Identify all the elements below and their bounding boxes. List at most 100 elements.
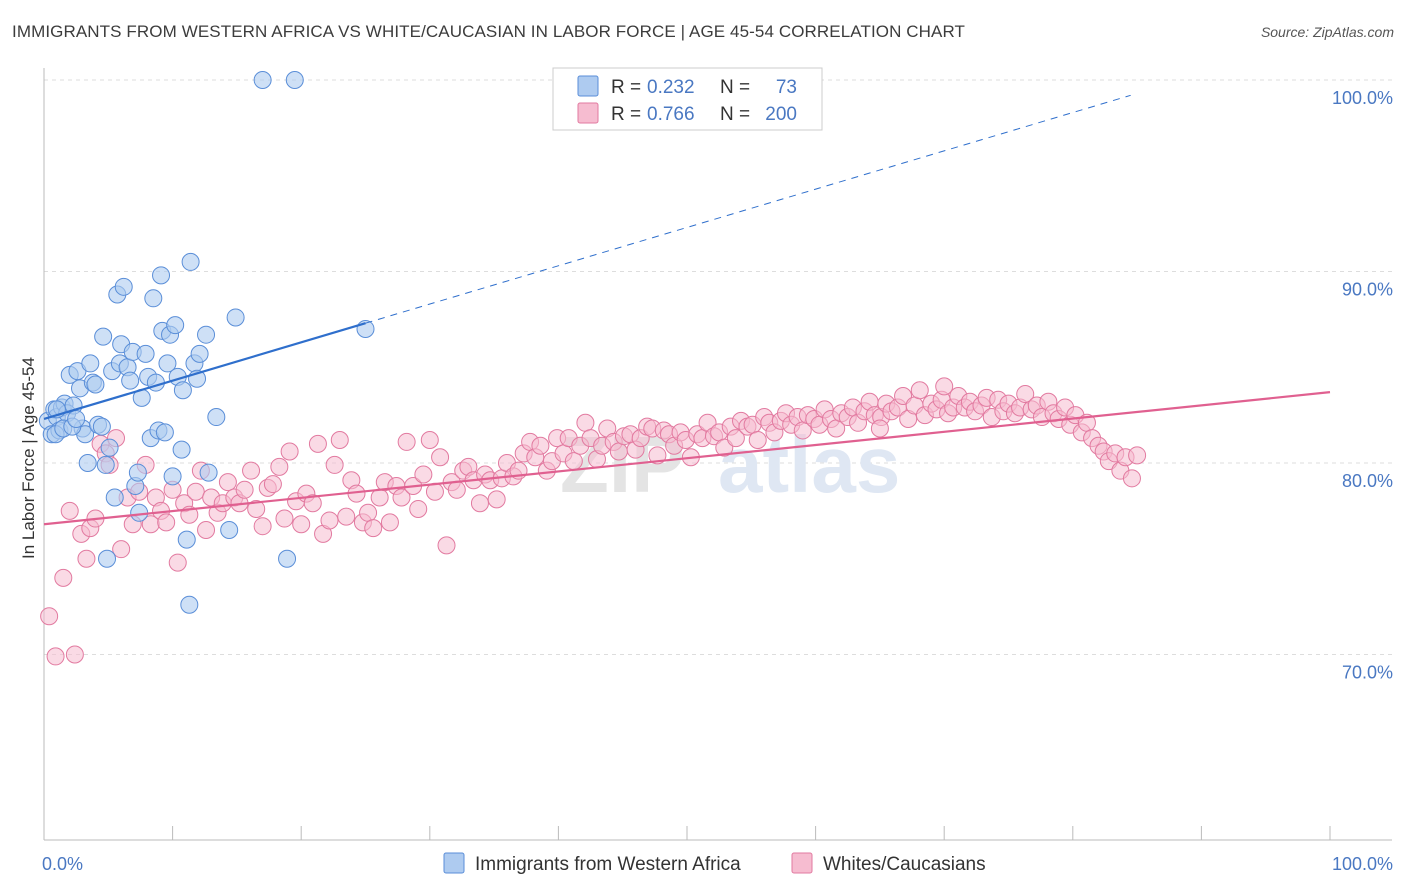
point-western-africa-72: [67, 409, 86, 428]
point-whites-123: [726, 429, 745, 448]
legend-r-value-blue: 0.232: [647, 77, 695, 98]
legend: R = 0.232 N = 73 R = 0.766 N = 200: [552, 67, 823, 131]
point-whites-35: [235, 480, 254, 499]
point-whites-94: [564, 452, 583, 471]
point-whites-156: [910, 381, 929, 400]
point-western-africa-59: [207, 408, 226, 427]
point-western-africa-64: [278, 549, 297, 568]
point-whites-45: [292, 515, 311, 534]
point-whites-66: [409, 499, 428, 518]
legend-r-label-blue: R =: [611, 77, 641, 98]
point-western-africa-24: [105, 488, 124, 507]
point-whites-61: [380, 513, 399, 532]
bottom-legend-label-pink: Whites/Caucasians: [823, 854, 986, 875]
point-western-africa-50: [172, 440, 191, 459]
point-western-africa-67: [98, 549, 117, 568]
point-western-africa-63: [285, 71, 304, 89]
series-whites-points: [40, 377, 1147, 666]
point-whites-197: [935, 377, 954, 396]
point-western-africa-45: [158, 354, 177, 373]
trend-line-western-africa-extension: [365, 94, 1131, 324]
point-western-africa-47: [163, 467, 182, 486]
bottom-legend-swatch-pink: [791, 852, 813, 874]
trend-line-whites: [43, 391, 1331, 526]
point-western-africa-53: [181, 252, 200, 271]
point-western-africa-57: [197, 325, 216, 344]
point-whites-77: [470, 494, 489, 513]
point-western-africa-15: [81, 354, 100, 373]
point-whites-42: [275, 509, 294, 528]
point-whites-109: [648, 446, 667, 465]
point-whites-38: [253, 517, 272, 536]
x-tick-label-1: 100.0%: [1332, 854, 1393, 874]
point-whites-70: [431, 448, 450, 467]
y-tick-labels: 100.0% 90.0% 80.0% 70.0%: [1332, 88, 1393, 683]
point-whites-127: [748, 431, 767, 450]
point-western-africa-20: [94, 327, 113, 346]
point-western-africa-61: [226, 308, 245, 327]
chart-title: IMMIGRANTS FROM WESTERN AFRICA VS WHITE/…: [12, 22, 966, 41]
point-whites-195: [1128, 446, 1147, 465]
point-whites-52: [330, 431, 349, 450]
point-whites-43: [280, 442, 299, 461]
point-whites-50: [320, 511, 339, 530]
point-western-africa-48: [166, 316, 185, 335]
x-tick-label-0: 0.0%: [42, 854, 83, 874]
y-tick-label-1: 90.0%: [1342, 280, 1393, 300]
point-whites-1: [46, 647, 65, 666]
point-whites-13: [112, 540, 131, 559]
point-whites-194: [1122, 469, 1141, 488]
point-whites-41: [270, 457, 289, 476]
point-whites-58: [364, 519, 383, 538]
legend-n-label-blue: N =: [720, 77, 750, 98]
point-whites-40: [263, 475, 282, 494]
point-western-africa-60: [220, 521, 239, 540]
point-whites-28: [197, 521, 216, 540]
point-whites-67: [414, 465, 433, 484]
point-whites-0: [40, 607, 59, 626]
point-western-africa-14: [78, 454, 97, 472]
y-tick-label-2: 80.0%: [1342, 471, 1393, 491]
point-whites-59: [370, 488, 389, 507]
legend-swatch-blue: [577, 75, 599, 97]
point-whites-48: [308, 434, 327, 453]
y-tick-label-0: 100.0%: [1332, 88, 1393, 108]
point-western-africa-58: [199, 463, 218, 482]
point-western-africa-33: [128, 463, 147, 482]
point-whites-68: [420, 431, 439, 450]
point-whites-21: [157, 513, 176, 532]
legend-r-value-pink: 0.766: [647, 104, 695, 125]
point-whites-37: [247, 499, 266, 518]
point-whites-51: [325, 455, 344, 474]
point-whites-2: [54, 568, 73, 587]
point-western-africa-19: [92, 417, 111, 436]
point-whites-80: [487, 490, 506, 509]
bottom-legend: Immigrants from Western Africa Whites/Ca…: [443, 852, 986, 875]
point-whites-121: [715, 438, 734, 457]
point-whites-3: [60, 501, 79, 520]
point-western-africa-62: [253, 71, 272, 89]
legend-n-label-pink: N =: [720, 104, 750, 125]
point-western-africa-51: [173, 381, 192, 400]
bottom-legend-label-blue: Immigrants from Western Africa: [475, 854, 741, 875]
y-tick-label-3: 70.0%: [1342, 663, 1393, 683]
point-whites-23: [168, 553, 187, 572]
trend-line-western-africa: [43, 322, 366, 421]
point-whites-153: [894, 386, 913, 405]
point-whites-4: [65, 645, 84, 664]
point-whites-64: [397, 432, 416, 451]
y-axis-title: In Labor Force | Age 45-54: [19, 357, 38, 559]
grid-lines: [44, 79, 1392, 655]
point-western-africa-39: [144, 289, 163, 308]
legend-r-label-pink: R =: [611, 104, 641, 125]
point-western-africa-56: [190, 344, 209, 363]
point-western-africa-17: [86, 375, 105, 394]
point-western-africa-22: [100, 438, 119, 457]
point-whites-175: [1016, 385, 1035, 404]
point-whites-73: [447, 480, 466, 499]
point-whites-53: [337, 507, 356, 526]
point-whites-71: [437, 536, 456, 555]
point-western-africa-52: [177, 530, 196, 549]
legend-n-value-pink: 200: [765, 104, 797, 125]
